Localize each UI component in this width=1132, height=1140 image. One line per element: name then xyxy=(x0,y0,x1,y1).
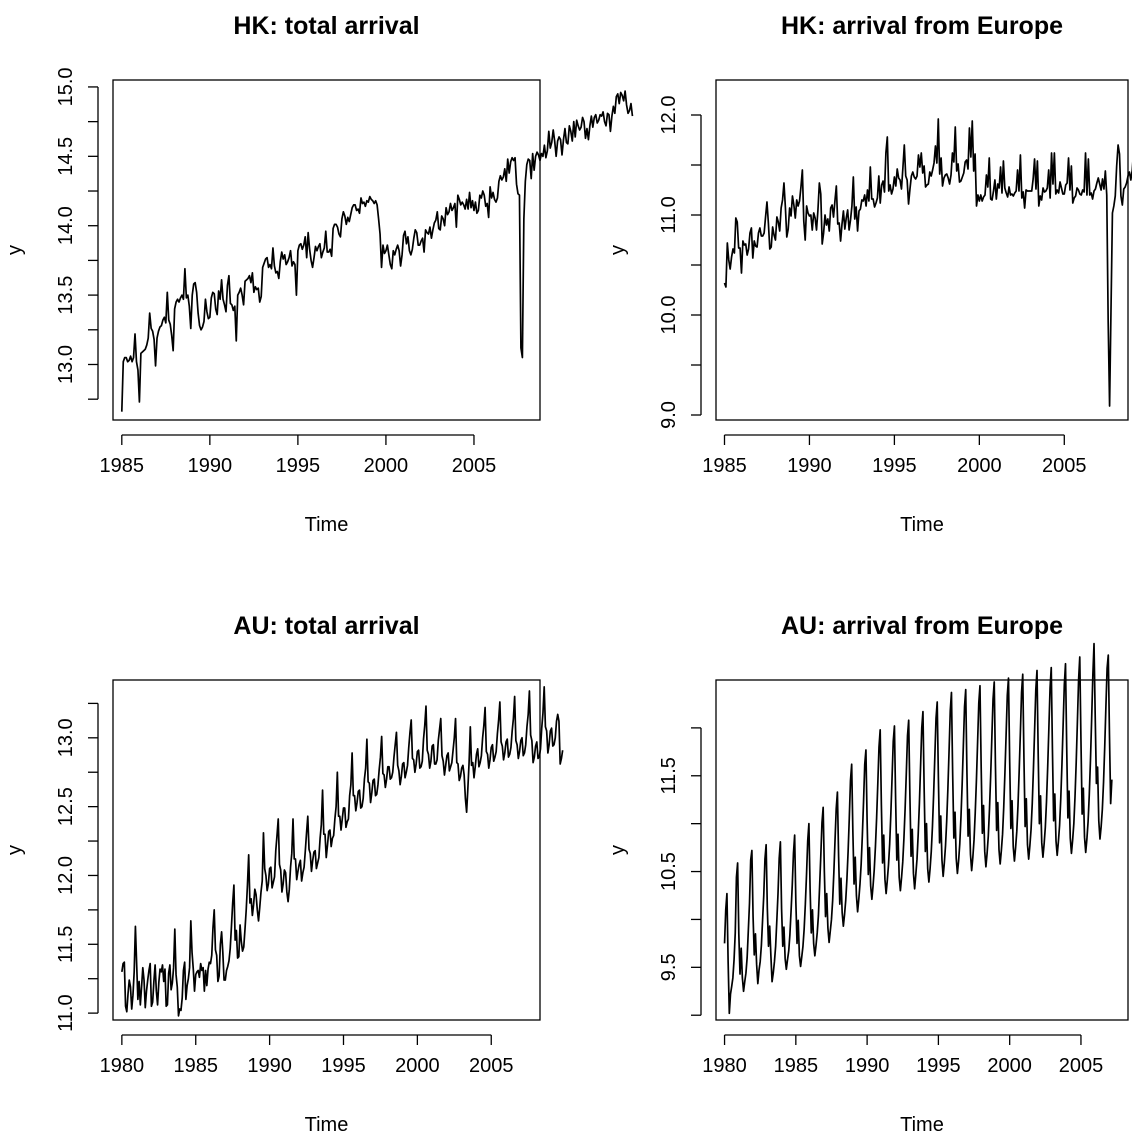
x-tick-label: 2005 xyxy=(1059,1055,1104,1077)
y-tick-label: 11.0 xyxy=(658,196,680,233)
panel-hk-total-arrival: HK: total arrival Time y 1985 1990 1995 200… xyxy=(4,12,634,536)
y-tick-label: 12.0 xyxy=(658,96,680,135)
y-tick-label: 9.0 xyxy=(658,401,680,429)
y-tick-label: 15.0 xyxy=(55,67,77,106)
y-tick-label: 11.0 xyxy=(55,994,77,1031)
x-axis-label: Time xyxy=(900,1114,944,1136)
y-tick-label: 9.5 xyxy=(658,953,680,981)
y-tick-label: 13.5 xyxy=(55,276,77,315)
x-tick-label: 1985 xyxy=(173,1055,218,1077)
x-tick-label: 1995 xyxy=(276,455,321,477)
x-axis: 1985 1990 1995 2000 2005 xyxy=(100,434,497,477)
x-tick-label: 2005 xyxy=(469,1055,514,1077)
y-axis-label: y xyxy=(4,845,26,855)
x-tick-label: 2000 xyxy=(957,455,1002,477)
x-tick-label: 1980 xyxy=(100,1055,145,1077)
x-tick-label: 1990 xyxy=(247,1055,292,1077)
y-axis: 13.0 13.5 14.0 14.5 15.0 xyxy=(55,67,99,400)
y-axis: 9.5 10.5 11.5 xyxy=(658,727,702,1016)
x-axis: 1980 1985 1990 1995 2000 2005 xyxy=(100,1034,514,1077)
y-tick-label: 13.0 xyxy=(55,718,77,757)
x-axis-label: Time xyxy=(305,514,349,536)
x-axis: 1985 1990 1995 2000 2005 xyxy=(702,434,1087,477)
y-axis: 9.0 10.0 11.0 12.0 xyxy=(658,96,702,429)
x-tick-label: 2000 xyxy=(987,1055,1032,1077)
x-tick-label: 1985 xyxy=(774,1055,819,1077)
x-tick-label: 1990 xyxy=(188,455,233,477)
panel-au-total-arrival: AU: total arrival Time y 1980 1985 1990 199… xyxy=(4,612,564,1136)
plot-frame xyxy=(112,679,541,1021)
y-tick-label: 11.5 xyxy=(55,926,77,963)
x-axis-label: Time xyxy=(305,1114,349,1136)
x-tick-label: 1990 xyxy=(787,455,832,477)
x-tick-label: 1990 xyxy=(845,1055,890,1077)
y-tick-label: 12.0 xyxy=(55,856,77,895)
x-tick-label: 2000 xyxy=(395,1055,440,1077)
y-tick-label: 10.5 xyxy=(658,852,680,891)
x-axis: 1980 1985 1990 1995 2000 2005 xyxy=(702,1034,1104,1077)
x-tick-label: 1985 xyxy=(100,455,145,477)
x-tick-label: 1980 xyxy=(702,1055,747,1077)
y-axis-label: y xyxy=(607,245,629,255)
x-tick-label: 1995 xyxy=(916,1055,961,1077)
x-tick-label: 1995 xyxy=(321,1055,366,1077)
y-axis: 11.0 11.5 12.0 12.5 13.0 xyxy=(55,702,99,1032)
plot-frame xyxy=(112,79,541,421)
series-line xyxy=(723,118,1132,407)
y-tick-label: 14.0 xyxy=(55,206,77,245)
panel-au-arrival-from-europe: AU: arrival from Europe Time y 1980 1985 1… xyxy=(607,612,1129,1136)
y-axis-label: y xyxy=(607,845,629,855)
x-tick-label: 2005 xyxy=(452,455,497,477)
panel-hk-arrival-from-europe: HK: arrival from Europe Time y 1985 1990 1… xyxy=(607,12,1132,536)
plot-frame xyxy=(715,79,1129,421)
x-tick-label: 2000 xyxy=(364,455,409,477)
y-tick-label: 12.5 xyxy=(55,787,77,826)
series-line xyxy=(121,686,564,1017)
y-axis-label: y xyxy=(4,245,26,255)
y-tick-label: 11.5 xyxy=(658,757,680,794)
y-tick-label: 10.0 xyxy=(658,296,680,335)
plot-frame xyxy=(715,679,1129,1021)
chart-title: HK: arrival from Europe xyxy=(781,12,1063,40)
x-axis-label: Time xyxy=(900,514,944,536)
y-tick-label: 13.0 xyxy=(55,345,77,384)
x-tick-label: 1995 xyxy=(872,455,917,477)
series-line xyxy=(723,642,1113,1015)
x-tick-label: 2005 xyxy=(1042,455,1087,477)
series-line xyxy=(120,90,634,412)
chart-title: HK: total arrival xyxy=(233,12,419,40)
y-tick-label: 14.5 xyxy=(55,137,77,176)
x-tick-label: 1985 xyxy=(702,455,747,477)
chart-title: AU: total arrival xyxy=(233,612,419,640)
chart-title: AU: arrival from Europe xyxy=(781,612,1063,640)
